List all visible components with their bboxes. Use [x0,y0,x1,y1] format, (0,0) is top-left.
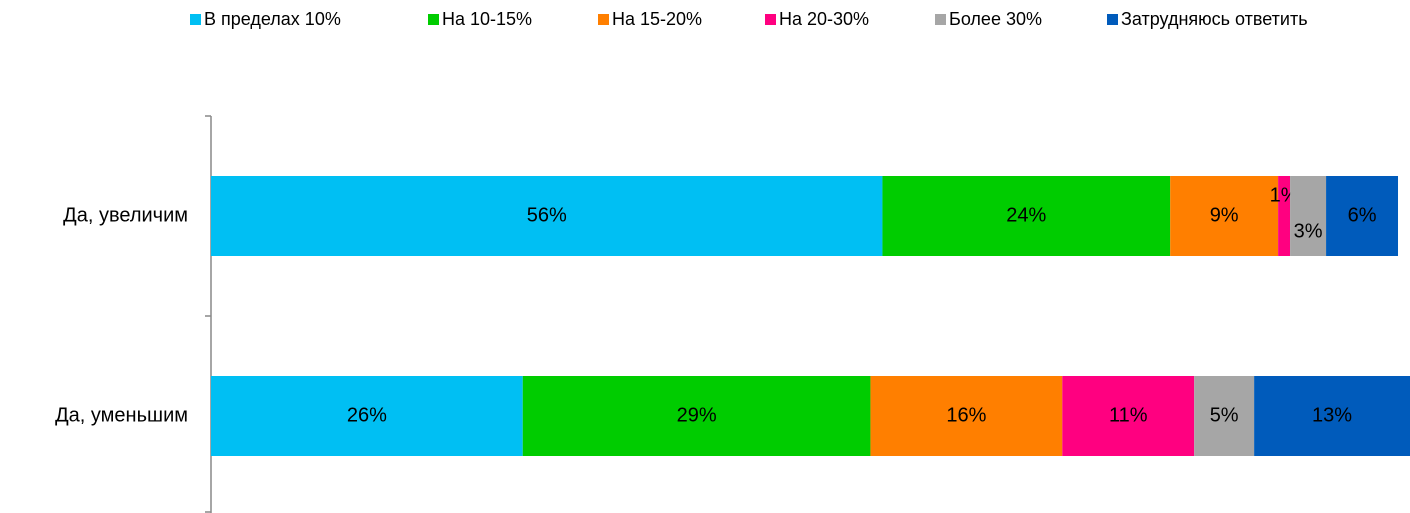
legend-swatch [428,14,439,25]
legend-label: Более 30% [949,9,1042,29]
legend-swatch [935,14,946,25]
category-label: Да, увеличим [63,204,188,226]
bar-segment [1194,376,1255,456]
value-label: 56% [527,204,567,226]
value-label: 9% [1210,204,1239,226]
value-label: 5% [1210,404,1239,426]
bar-segment [870,376,1063,456]
value-label: 29% [677,404,717,426]
value-label: 11% [1109,404,1148,426]
legend-label: На 20-30% [779,9,869,29]
legend-label: Затрудняюсь ответить [1121,9,1308,29]
bar-segment [1278,176,1291,256]
value-label: 3% [1294,220,1323,242]
bar-segment [211,176,883,256]
value-label: 16% [946,404,986,426]
legend-swatch [1107,14,1118,25]
value-label: 24% [1006,204,1046,226]
value-label: 26% [347,404,387,426]
bar-segment [1170,176,1279,256]
category-label: Да, уменьшим [55,404,188,426]
legend-swatch [598,14,609,25]
value-label: 6% [1348,204,1377,226]
legend-swatch [190,14,201,25]
value-label: 13% [1312,404,1352,426]
legend-label: В пределах 10% [204,9,341,29]
legend-swatch [765,14,776,25]
bar-segment [522,376,871,456]
bar-segment [1290,176,1327,256]
bar-segment [1254,376,1410,456]
legend-label: На 15-20% [612,9,702,29]
bar-segment [882,176,1171,256]
bar-segment [211,376,523,456]
bar-segment [1326,176,1399,256]
legend-label: На 10-15% [442,9,532,29]
bar-segment [1062,376,1195,456]
